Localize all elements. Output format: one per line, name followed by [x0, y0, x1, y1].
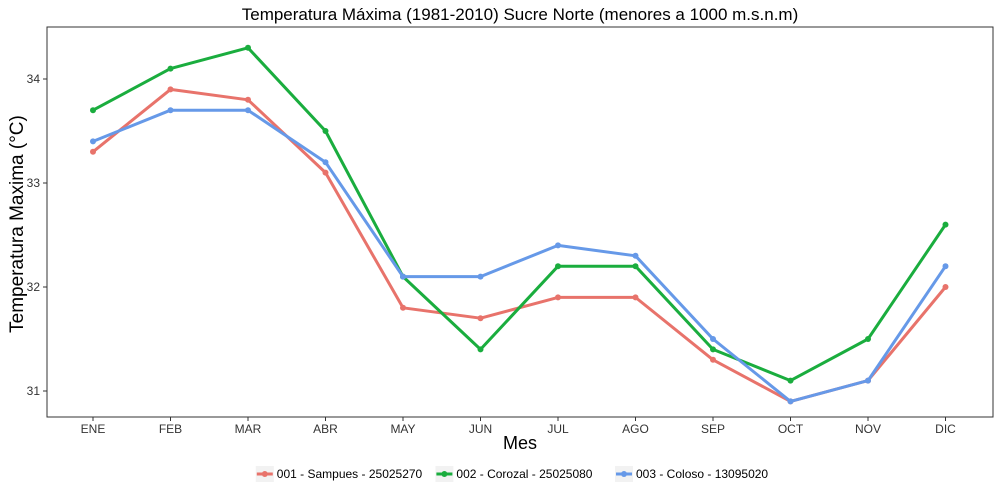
x-tick-label: JUN	[469, 422, 492, 436]
data-point	[555, 242, 561, 249]
data-point	[90, 107, 96, 114]
series-line-3	[91, 108, 947, 403]
data-point	[477, 315, 484, 322]
data-point	[865, 377, 871, 384]
data-point	[167, 65, 174, 72]
x-tick-label: AGO	[622, 422, 649, 436]
data-point	[555, 294, 561, 301]
plot-panel	[46, 26, 994, 418]
data-point	[865, 336, 871, 342]
data-point	[942, 221, 949, 228]
legend-label: 002 - Corozal - 25025080	[456, 467, 592, 481]
data-point	[710, 346, 716, 353]
data-point	[90, 138, 96, 145]
data-point	[632, 252, 639, 259]
y-tick-label: 32	[27, 280, 41, 294]
y-tick-label: 34	[27, 72, 41, 86]
x-axis-title: Mes	[503, 433, 537, 453]
x-tick-label: MAR	[235, 422, 262, 436]
x-tick-label: ENE	[81, 422, 106, 436]
data-point	[167, 86, 174, 93]
x-tick-label: SEP	[701, 422, 725, 436]
chart-title: Temperatura Máxima (1981-2010) Sucre Nor…	[242, 5, 799, 24]
legend-label: 003 - Coloso - 13095020	[636, 467, 768, 481]
x-tick-label: MAY	[390, 422, 415, 436]
data-point	[245, 107, 251, 114]
x-tick-label: OCT	[778, 422, 804, 436]
y-tick-label: 31	[27, 384, 41, 398]
data-point	[942, 263, 949, 270]
x-tick-label: JUL	[547, 422, 569, 436]
legend-item-2: 002 - Corozal - 25025080	[435, 466, 593, 482]
data-point	[245, 44, 251, 51]
data-point	[90, 148, 96, 155]
legend-item-3: 003 - Coloso - 13095020	[615, 466, 768, 482]
data-point	[477, 273, 484, 280]
data-point	[942, 284, 949, 290]
x-tick-label: ABR	[313, 422, 338, 436]
x-tick-label: FEB	[159, 422, 182, 436]
data-point	[322, 159, 329, 166]
plot-area: 31 32 33 34 ENE FEB MAR ABR MAY JUN JUL AGO SEP OCT NO…	[27, 26, 994, 436]
data-point	[710, 336, 716, 342]
legend-key-point	[261, 471, 268, 477]
legend-item-1: 001 - Sampues - 25025270	[255, 466, 423, 482]
legend-label: 001 - Sampues - 25025270	[277, 467, 423, 481]
data-point	[787, 398, 794, 405]
data-point	[477, 346, 484, 353]
legend: 001 - Sampues - 25025270 002 - Corozal - …	[255, 466, 768, 482]
legend-key-point	[441, 471, 448, 477]
x-tick-label: DIC	[935, 422, 956, 436]
data-point	[632, 294, 639, 301]
y-tick-label: 33	[27, 176, 41, 190]
data-point	[400, 273, 406, 280]
legend-key-point	[621, 471, 627, 477]
data-point	[322, 128, 329, 134]
data-point	[167, 107, 174, 114]
data-point	[245, 96, 251, 103]
data-point	[555, 263, 561, 270]
data-point	[632, 263, 639, 270]
data-point	[322, 169, 329, 176]
y-axis-title: Temperatura Maxima (°C)	[7, 115, 28, 333]
series-line-2	[91, 46, 947, 383]
x-tick-label: NOV	[855, 422, 881, 436]
data-point	[710, 356, 716, 363]
data-point	[400, 304, 406, 311]
data-point	[787, 377, 794, 384]
